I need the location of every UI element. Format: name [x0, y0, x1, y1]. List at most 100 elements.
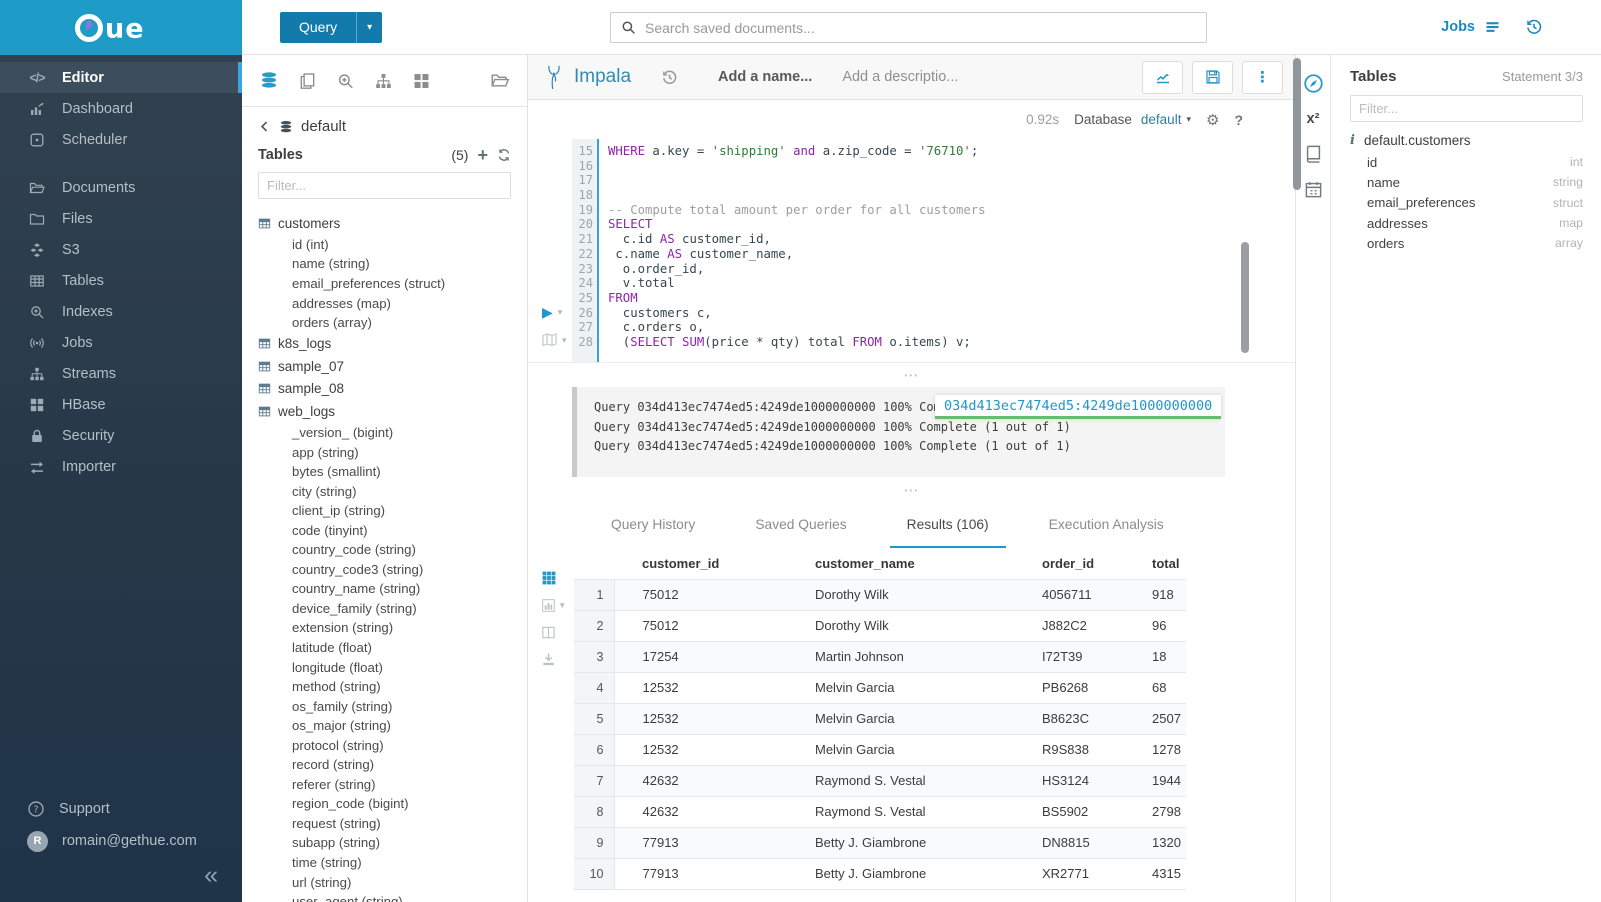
add-table-icon[interactable]: + [477, 146, 488, 164]
indexes-assist-icon[interactable] [336, 72, 355, 90]
sidebar-item[interactable]: HBase [0, 389, 242, 420]
sidebar-item[interactable]: Files [0, 203, 242, 234]
query-id-tooltip[interactable]: 034d413ec7474ed5:4249de1000000000 [935, 395, 1221, 419]
database-sources-icon[interactable] [259, 71, 279, 90]
assist-tree-item[interactable]: bytes (smallint) [257, 462, 527, 482]
documents-assist-icon[interactable] [298, 72, 317, 90]
engine-name[interactable]: Impala [574, 66, 631, 88]
tab[interactable]: Execution Analysis [1032, 502, 1181, 548]
more-actions-button[interactable]: ⋮ [1242, 61, 1283, 94]
grid-view-icon[interactable] [541, 570, 557, 586]
assist-tree-item[interactable]: customers [257, 212, 527, 235]
column-row[interactable]: id int [1367, 152, 1583, 172]
sidebar-item[interactable]: Documents [0, 172, 242, 203]
folder-open-icon[interactable] [490, 71, 510, 90]
column-header[interactable]: order_id [1014, 548, 1124, 579]
assist-tree-item[interactable]: subapp (string) [257, 833, 527, 853]
query-dropdown-button[interactable]: ▾ [356, 12, 382, 43]
user-menu[interactable]: R romain@gethue.com [27, 825, 242, 857]
code-editor[interactable]: ▶ ▾ ▾ 1516171819202122232425262728 WHERE… [528, 139, 1295, 362]
column-header[interactable]: total [1124, 548, 1186, 579]
assist-tree-item[interactable]: id (int) [257, 235, 527, 255]
assist-tree-item[interactable]: protocol (string) [257, 735, 527, 755]
sidebar-item[interactable]: Dashboard [0, 93, 242, 124]
sql-code[interactable]: WHERE a.key = 'shipping' and a.zip_code … [599, 139, 986, 362]
sidebar-item[interactable]: Streams [0, 358, 242, 389]
assist-tree-item[interactable]: name (string) [257, 254, 527, 274]
gear-icon[interactable]: ⚙ [1206, 111, 1219, 129]
column-row[interactable]: addresses map [1367, 213, 1583, 233]
right-filter-input[interactable] [1350, 95, 1583, 122]
page-scrollbar[interactable] [1293, 58, 1301, 190]
sidebar-item[interactable]: Tables [0, 265, 242, 296]
back-icon[interactable] [258, 120, 271, 133]
chart-view-button[interactable]: ▾ [541, 598, 574, 613]
sidebar-item[interactable]: Security [0, 420, 242, 451]
explain-button[interactable]: ▾ [541, 333, 567, 347]
assist-tree-item[interactable]: referer (string) [257, 775, 527, 795]
assist-tree-item[interactable]: os_family (string) [257, 696, 527, 716]
assist-tree-item[interactable]: orders (array) [257, 313, 527, 333]
table-row[interactable]: 317254Martin JohnsonI72T3918 [574, 641, 1186, 672]
query-history-icon[interactable] [661, 69, 678, 86]
schedule-icon[interactable] [1304, 180, 1323, 199]
active-table-row[interactable]: i default.customers [1350, 133, 1583, 148]
functions-icon[interactable]: x² [1307, 111, 1320, 127]
assist-tree-item[interactable]: _version_ (bigint) [257, 423, 527, 443]
assist-tree-item[interactable]: method (string) [257, 677, 527, 697]
history-icon[interactable] [1525, 18, 1543, 36]
support-link[interactable]: ? Support [27, 793, 242, 825]
assist-tree-item[interactable]: device_family (string) [257, 599, 527, 619]
resize-handle[interactable]: ⋯ [528, 362, 1295, 387]
assist-tree-item[interactable]: country_code3 (string) [257, 560, 527, 580]
tab[interactable]: Results (106) [890, 502, 1006, 548]
query-name-field[interactable]: Add a name... [718, 69, 812, 85]
search-input[interactable] [645, 20, 1196, 36]
run-query-button[interactable]: ▶ ▾ [542, 305, 562, 319]
assist-tree-item[interactable]: city (string) [257, 481, 527, 501]
column-header[interactable]: customer_name [787, 548, 1014, 579]
sidebar-item[interactable]: Indexes [0, 296, 242, 327]
assist-tree-item[interactable]: user_agent (string) [257, 892, 527, 902]
assist-tree-item[interactable]: os_major (string) [257, 716, 527, 736]
assist-tree-item[interactable]: sample_07 [257, 355, 527, 378]
assist-tree-item[interactable]: k8s_logs [257, 332, 527, 355]
assist-tree-item[interactable]: client_ip (string) [257, 501, 527, 521]
assist-tree-item[interactable]: app (string) [257, 442, 527, 462]
table-row[interactable]: 275012Dorothy WilkJ882C296 [574, 610, 1186, 641]
editor-scrollbar[interactable] [1241, 242, 1249, 353]
assist-tree-item[interactable]: latitude (float) [257, 638, 527, 658]
column-row[interactable]: email_preferences struct [1367, 193, 1583, 213]
query-button-label[interactable]: Query [280, 12, 356, 43]
apps-assist-icon[interactable] [412, 72, 431, 90]
assist-tree-item[interactable]: email_preferences (struct) [257, 274, 527, 294]
assist-tree-item[interactable]: region_code (bigint) [257, 794, 527, 814]
sidebar-item[interactable]: Jobs [0, 327, 242, 358]
sidebar-item[interactable]: </> Editor [0, 62, 242, 93]
tab[interactable]: Query History [594, 502, 712, 548]
column-header[interactable]: customer_id [614, 548, 787, 579]
assist-tree-item[interactable]: time (string) [257, 853, 527, 873]
assistant-compass-icon[interactable] [1303, 73, 1324, 94]
sidebar-item[interactable]: Scheduler [0, 124, 242, 155]
table-row[interactable]: 842632Raymond S. VestalBS59022798 [574, 796, 1186, 827]
sidebar-item[interactable]: Importer [0, 451, 242, 482]
assist-tree-item[interactable]: request (string) [257, 814, 527, 834]
jobs-link[interactable]: Jobs [1441, 19, 1475, 35]
assist-tree-item[interactable]: record (string) [257, 755, 527, 775]
column-row[interactable]: name string [1367, 172, 1583, 192]
assist-tree-item[interactable]: country_name (string) [257, 579, 527, 599]
assist-tree-item[interactable]: web_logs [257, 400, 527, 423]
tab[interactable]: Saved Queries [738, 502, 863, 548]
column-row[interactable]: orders array [1367, 233, 1583, 253]
assist-tree-item[interactable]: addresses (map) [257, 293, 527, 313]
table-row[interactable]: 612532Melvin GarciaR9S8381278 [574, 734, 1186, 765]
table-row[interactable]: 977913Betty J. GiambroneDN88151320 [574, 827, 1186, 858]
hue-logo[interactable]: ue [0, 0, 242, 55]
table-row[interactable]: 742632Raymond S. VestalHS31241944 [574, 765, 1186, 796]
language-reference-icon[interactable] [1304, 144, 1323, 163]
save-button[interactable] [1192, 61, 1233, 94]
table-row[interactable]: 1077913Betty J. GiambroneXR27714315 [574, 858, 1186, 889]
database-selector[interactable]: default ▾ [1141, 112, 1191, 127]
database-name[interactable]: default [301, 118, 346, 135]
